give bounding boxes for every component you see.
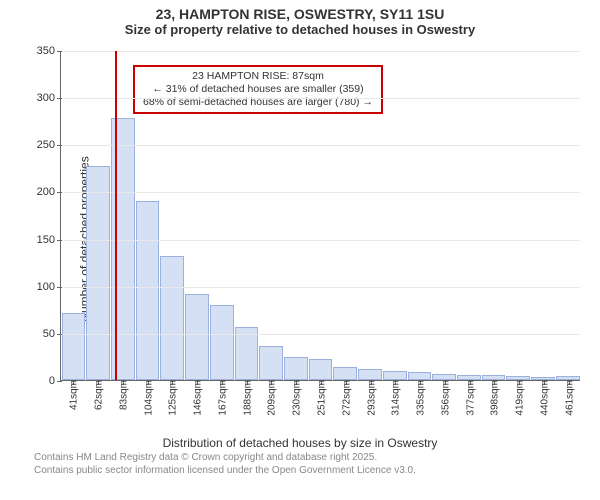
bar <box>136 201 160 380</box>
x-tick: 167sqm <box>215 380 228 416</box>
grid-line <box>61 334 580 335</box>
grid-line <box>61 51 580 52</box>
x-tick: 314sqm <box>389 380 402 416</box>
bar <box>284 357 308 380</box>
y-tick: 300 <box>37 92 61 104</box>
page-title: 23, HAMPTON RISE, OSWESTRY, SY11 1SU <box>0 0 600 22</box>
bar <box>358 369 382 380</box>
grid-line <box>61 240 580 241</box>
x-tick: 293sqm <box>364 380 377 416</box>
grid-line <box>61 287 580 288</box>
y-tick: 200 <box>37 186 61 198</box>
page-subtitle: Size of property relative to detached ho… <box>0 22 600 41</box>
x-tick: 230sqm <box>290 380 303 416</box>
x-tick: 419sqm <box>513 380 526 416</box>
x-tick: 272sqm <box>339 380 352 416</box>
bar <box>383 371 407 380</box>
x-tick: 125sqm <box>166 380 179 416</box>
y-tick: 250 <box>37 139 61 151</box>
footer: Contains HM Land Registry data © Crown c… <box>0 450 600 477</box>
bar <box>259 346 283 380</box>
bar <box>235 327 259 380</box>
y-tick: 50 <box>43 328 61 340</box>
bar <box>62 313 86 380</box>
bar <box>86 166 110 380</box>
bar <box>160 256 184 380</box>
x-tick: 377sqm <box>463 380 476 416</box>
x-tick: 41sqm <box>67 380 80 410</box>
bar <box>185 294 209 380</box>
x-tick: 356sqm <box>438 380 451 416</box>
x-tick: 335sqm <box>414 380 427 416</box>
y-tick: 0 <box>49 375 61 387</box>
annotation-line1: 23 HAMPTON RISE: 87sqm <box>143 70 373 83</box>
x-tick: 398sqm <box>488 380 501 416</box>
x-tick: 188sqm <box>240 380 253 416</box>
y-tick: 150 <box>37 234 61 246</box>
footer-line2: Contains public sector information licen… <box>34 465 600 478</box>
grid-line <box>61 145 580 146</box>
x-tick: 104sqm <box>141 380 154 416</box>
x-tick: 440sqm <box>537 380 550 416</box>
x-tick: 83sqm <box>116 380 129 410</box>
plot-area: 23 HAMPTON RISE: 87sqm ← 31% of detached… <box>60 51 580 381</box>
marker-line <box>115 51 117 380</box>
footer-line1: Contains HM Land Registry data © Crown c… <box>34 452 600 465</box>
bar <box>210 305 234 380</box>
bar <box>333 367 357 380</box>
x-axis-label: Distribution of detached houses by size … <box>0 436 600 450</box>
grid-line <box>61 192 580 193</box>
x-tick: 146sqm <box>191 380 204 416</box>
y-tick: 350 <box>37 45 61 57</box>
x-tick: 251sqm <box>315 380 328 416</box>
chart-container: Number of detached properties 23 HAMPTON… <box>0 41 600 436</box>
annotation-line2: ← 31% of detached houses are smaller (35… <box>143 83 373 96</box>
bar <box>309 359 333 380</box>
bar <box>408 372 432 380</box>
x-tick: 62sqm <box>92 380 105 410</box>
x-tick: 461sqm <box>562 380 575 416</box>
x-tick: 209sqm <box>265 380 278 416</box>
y-tick: 100 <box>37 281 61 293</box>
annotation-box: 23 HAMPTON RISE: 87sqm ← 31% of detached… <box>133 65 383 114</box>
grid-line <box>61 98 580 99</box>
